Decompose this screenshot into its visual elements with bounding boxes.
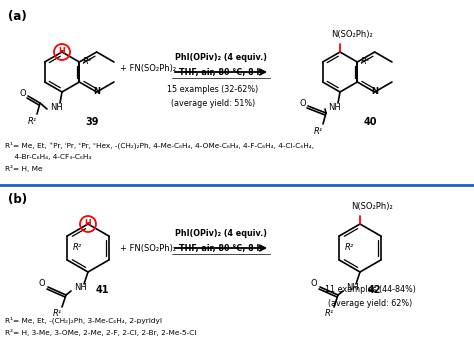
Text: R²= H, Me: R²= H, Me <box>5 166 43 172</box>
Text: 39: 39 <box>85 117 99 127</box>
Text: H: H <box>59 48 65 57</box>
Text: (average yield: 51%): (average yield: 51%) <box>171 98 255 107</box>
Text: R¹: R¹ <box>27 118 36 126</box>
Text: O: O <box>39 280 46 289</box>
Text: (a): (a) <box>8 10 27 23</box>
Text: R²: R² <box>345 244 354 253</box>
Text: R¹: R¹ <box>52 310 62 318</box>
Text: N: N <box>93 87 100 97</box>
Text: PhI(OPiv)₂ (4 equiv.): PhI(OPiv)₂ (4 equiv.) <box>175 53 267 62</box>
Text: NH: NH <box>51 102 64 111</box>
Text: R²: R² <box>73 244 82 253</box>
Text: 41: 41 <box>95 285 109 295</box>
Text: THF, air, 80 °C, 8 h: THF, air, 80 °C, 8 h <box>179 68 263 77</box>
Text: O: O <box>310 280 317 289</box>
Text: NH: NH <box>328 102 341 111</box>
Text: 15 examples (32-62%): 15 examples (32-62%) <box>167 86 259 94</box>
Text: N(SO₂Ph)₂: N(SO₂Ph)₂ <box>351 201 393 211</box>
Text: R¹= Me, Et, -(CH₂)₂Ph, 3-Me-C₆H₄, 2-pyridyl: R¹= Me, Et, -(CH₂)₂Ph, 3-Me-C₆H₄, 2-pyri… <box>5 316 162 324</box>
Text: O: O <box>20 90 27 98</box>
Text: N: N <box>371 87 378 97</box>
Text: 11 examples (44-84%): 11 examples (44-84%) <box>325 286 415 294</box>
Text: + FN(SO₂Ph)₂: + FN(SO₂Ph)₂ <box>120 244 176 253</box>
Text: NH: NH <box>74 284 87 293</box>
Text: 42: 42 <box>367 285 381 295</box>
Text: R¹: R¹ <box>313 127 323 136</box>
Text: 4-Br-C₆H₄, 4-CF₃-C₆H₄: 4-Br-C₆H₄, 4-CF₃-C₆H₄ <box>5 154 91 160</box>
Text: NH: NH <box>346 284 359 293</box>
Text: R²= H, 3-Me, 3-OMe, 2-Me, 2-F, 2-Cl, 2-Br, 2-Me-5-Cl: R²= H, 3-Me, 3-OMe, 2-Me, 2-F, 2-Cl, 2-B… <box>5 330 196 337</box>
Text: N(SO₂Ph)₂: N(SO₂Ph)₂ <box>331 29 373 38</box>
Text: R²: R² <box>361 57 370 66</box>
Text: (average yield: 62%): (average yield: 62%) <box>328 298 412 307</box>
Text: R²: R² <box>82 57 92 66</box>
Text: R¹: R¹ <box>324 310 334 318</box>
Text: THF, air, 80 °C, 8 h: THF, air, 80 °C, 8 h <box>179 244 263 253</box>
Text: + FN(SO₂Ph)₂: + FN(SO₂Ph)₂ <box>120 64 176 73</box>
Text: PhI(OPiv)₂ (4 equiv.): PhI(OPiv)₂ (4 equiv.) <box>175 229 267 238</box>
Text: O: O <box>300 99 306 109</box>
Text: H: H <box>85 220 91 228</box>
Text: (b): (b) <box>8 193 27 206</box>
Text: 40: 40 <box>364 117 377 127</box>
Text: R¹= Me, Et, ⁺Pr, ⁱPr, ᶜPr, ᶜHex, -(CH₂)₂Ph, 4-Me-C₆H₄, 4-OMe-C₆H₄, 4-F-C₆H₄, 4-C: R¹= Me, Et, ⁺Pr, ⁱPr, ᶜPr, ᶜHex, -(CH₂)₂… <box>5 141 314 149</box>
